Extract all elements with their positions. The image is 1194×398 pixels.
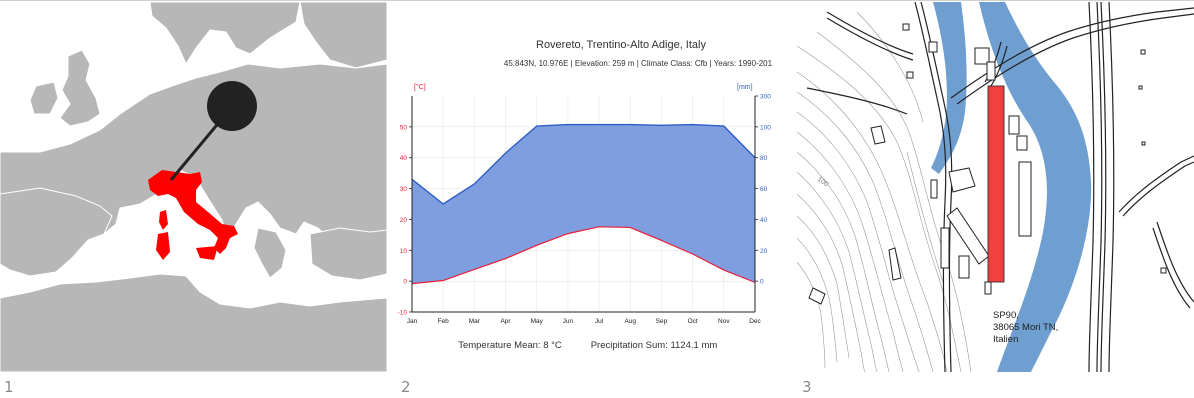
europe-map-svg	[0, 2, 387, 372]
x-axis-month-label: Mar	[469, 318, 481, 325]
x-axis-month-label: Nov	[718, 318, 730, 325]
address-line-3: Italien	[993, 334, 1018, 345]
finland-landmass	[299, 2, 387, 69]
buildings	[808, 23, 1167, 305]
address-line-1: SP90,	[993, 310, 1019, 321]
left-axis-tick-label: 50	[400, 124, 408, 131]
local-map-svg: 100	[797, 2, 1194, 372]
greece-landmass	[253, 227, 287, 279]
chart-axes: -10 0 10 20 30 40 50 0 20 40 60 80 100 300 Jan Feb Mar Ap…	[398, 94, 772, 326]
panel-number-3: 3	[802, 378, 812, 396]
chart-subtitle: 45.843N, 10.976E | Elevation: 259 m | Cl…	[504, 59, 773, 68]
left-axis-tick-label: 10	[400, 248, 408, 255]
location-marker-circle	[207, 81, 257, 131]
x-axis-month-label: May	[531, 318, 544, 325]
temperature-line	[411, 226, 756, 285]
highlighted-location-area	[987, 85, 1005, 283]
right-axis-tick-label: 20	[760, 248, 768, 255]
x-axis-month-label: Dec	[749, 318, 761, 325]
right-axis-tick-label: 300	[760, 94, 771, 101]
left-axis-tick-label: 40	[400, 155, 408, 162]
panel-number-2: 2	[401, 378, 411, 396]
x-axis-month-label: Sep	[656, 318, 668, 325]
left-axis-tick-label: 0	[403, 279, 407, 286]
local-street-map[interactable]: 100	[797, 2, 1194, 372]
left-axis-tick-label: 30	[400, 186, 408, 193]
right-axis-tick-label: 40	[760, 217, 768, 224]
x-axis-month-label: Jun	[563, 318, 574, 325]
ireland	[29, 81, 59, 115]
right-axis-tick-label: 60	[760, 186, 768, 193]
italy-highlight	[148, 170, 238, 254]
climate-chart-svg: Rovereto, Trentino-Alto Adige, Italy 45.…	[398, 39, 773, 351]
mainland-europe	[0, 63, 387, 249]
roads	[806, 2, 1194, 372]
sicily	[196, 246, 218, 260]
great-britain	[59, 49, 101, 127]
precipitation-line	[411, 123, 756, 205]
footer-precipitation-sum: Precipitation Sum: 1124.1 mm	[591, 340, 718, 351]
sardinia	[156, 232, 170, 260]
left-axis-tick-label: 20	[400, 217, 408, 224]
climate-diagram[interactable]: Rovereto, Trentino-Alto Adige, Italy 45.…	[397, 2, 784, 372]
chart-areas	[411, 123, 756, 285]
corsica	[159, 210, 168, 230]
left-axis-unit: [°C]	[414, 83, 426, 91]
anatolia-landmass	[309, 227, 387, 281]
europe-locator-map[interactable]	[0, 2, 387, 372]
left-axis-tick-label: -10	[398, 310, 408, 317]
right-axis-tick-label: 0	[760, 279, 764, 286]
panel-number-1: 1	[4, 378, 14, 396]
x-axis-month-label: Jan	[407, 318, 418, 325]
x-axis-month-label: Feb	[438, 318, 450, 325]
x-axis-month-label: Aug	[624, 318, 636, 325]
scandinavia-landmass	[149, 2, 301, 66]
x-axis-month-label: Jul	[595, 318, 604, 325]
x-axis-month-label: Oct	[688, 318, 698, 325]
top-divider	[0, 0, 1194, 1]
x-axis-month-label: Apr	[500, 318, 511, 325]
humid-period-area	[412, 124, 755, 284]
north-africa	[0, 273, 387, 372]
footer-temperature-mean: Temperature Mean: 8 °C	[458, 340, 562, 351]
iberian-peninsula	[0, 187, 113, 277]
chart-title: Rovereto, Trentino-Alto Adige, Italy	[536, 39, 706, 51]
river	[979, 2, 1092, 372]
right-axis-unit: [mm]	[737, 84, 753, 91]
address-line-2: 38065 Mori TN,	[993, 322, 1058, 333]
right-axis-tick-label: 80	[760, 155, 768, 162]
right-axis-tick-label: 100	[760, 124, 771, 131]
river-tributary	[931, 2, 967, 174]
